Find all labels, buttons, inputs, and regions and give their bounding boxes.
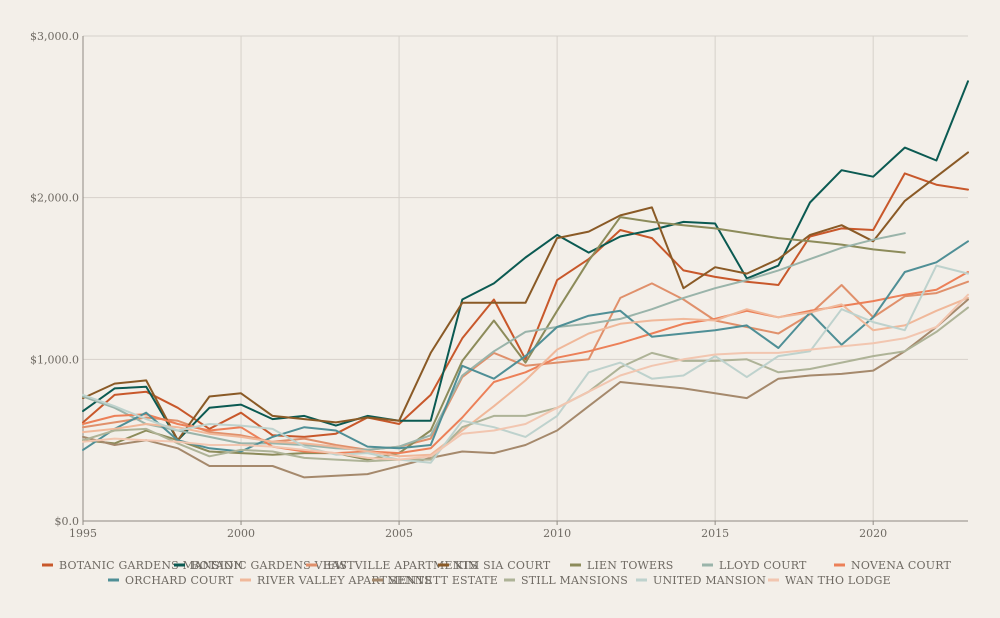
legend-label: RIVER VALLEY APARTMENTS [257,574,432,587]
y-tick-label: $2,000.0 [30,192,79,205]
legend-label: STILL MANSIONS [521,574,628,587]
legend-label: ORCHARD COURT [125,574,234,587]
series-line-sennett-estate [82,298,969,479]
x-tick-label: 1995 [69,527,97,540]
series-lines [82,80,969,479]
legend-item-botanic-gardens-mansion[interactable]: BOTANIC GARDENS MANSION [42,559,244,572]
legend-item-sennett-estate[interactable]: SENNETT ESTATE [372,574,498,587]
legend-label: EASTVILLE APARTMENTS [323,559,478,572]
series-line-united-mansion [82,264,969,464]
legend-item-lien-towers[interactable]: LIEN TOWERS [570,559,674,572]
legend-item-orchard-court[interactable]: ORCHARD COURT [108,574,234,587]
y-tick-label: $3,000.0 [30,30,79,43]
legend-item-united-mansion[interactable]: UNITED MANSION [636,574,766,587]
y-tick-label: $1,000.0 [30,353,79,366]
legend-item-novena-court[interactable]: NOVENA COURT [834,559,951,572]
legend-label: LLOYD COURT [719,559,807,572]
legend-label: NOVENA COURT [851,559,951,572]
series-line-wan-tho-lodge [82,293,969,461]
series-line-botanic-gardens-mansion [82,172,969,438]
legend-label: KIM SIA COURT [455,559,551,572]
series-line-botanic-gardens-view [82,80,969,442]
legend-label: WAN THO LODGE [785,574,891,587]
legend-item-botanic-gardens-view[interactable]: BOTANIC GARDENS VIEW [174,559,348,572]
legend-item-kim-sia-court[interactable]: KIM SIA COURT [438,559,551,572]
legend-label: LIEN TOWERS [587,559,674,572]
legend-label: UNITED MANSION [653,574,766,587]
legend-label: BOTANIC GARDENS MANSION [59,559,244,572]
x-tick-label: 2005 [385,527,413,540]
x-tick-label: 2015 [701,527,729,540]
grid [83,35,968,521]
legend-item-eastville-apartments[interactable]: EASTVILLE APARTMENTS [306,559,478,572]
legend-item-lloyd-court[interactable]: LLOYD COURT [702,559,807,572]
series-line-lien-towers [82,216,906,461]
legend-label: SENNETT ESTATE [389,574,498,587]
y-tick-label: $0.0 [55,515,80,528]
legend-item-wan-tho-lodge[interactable]: WAN THO LODGE [768,574,891,587]
legend-label: BOTANIC GARDENS VIEW [191,559,348,572]
x-tick-label: 2000 [227,527,255,540]
axes: $0.0 $1,000.0 $2,000.0 $3,000.0 1995 2000 2005… [30,30,968,540]
series-line-river-valley-apartments [82,296,969,458]
legend-item-river-valley-apartments[interactable]: RIVER VALLEY APARTMENTS [240,574,432,587]
legend-item-still-mansions[interactable]: STILL MANSIONS [504,574,628,587]
series-line-eastville-apartments [82,280,969,451]
x-tick-label: 2020 [859,527,887,540]
x-tick-label: 2010 [543,527,571,540]
series-line-lloyd-court [82,232,906,451]
series-line-still-mansions [82,306,969,463]
series-line-kim-sia-court [82,151,969,442]
series-line-orchard-court [82,240,969,453]
